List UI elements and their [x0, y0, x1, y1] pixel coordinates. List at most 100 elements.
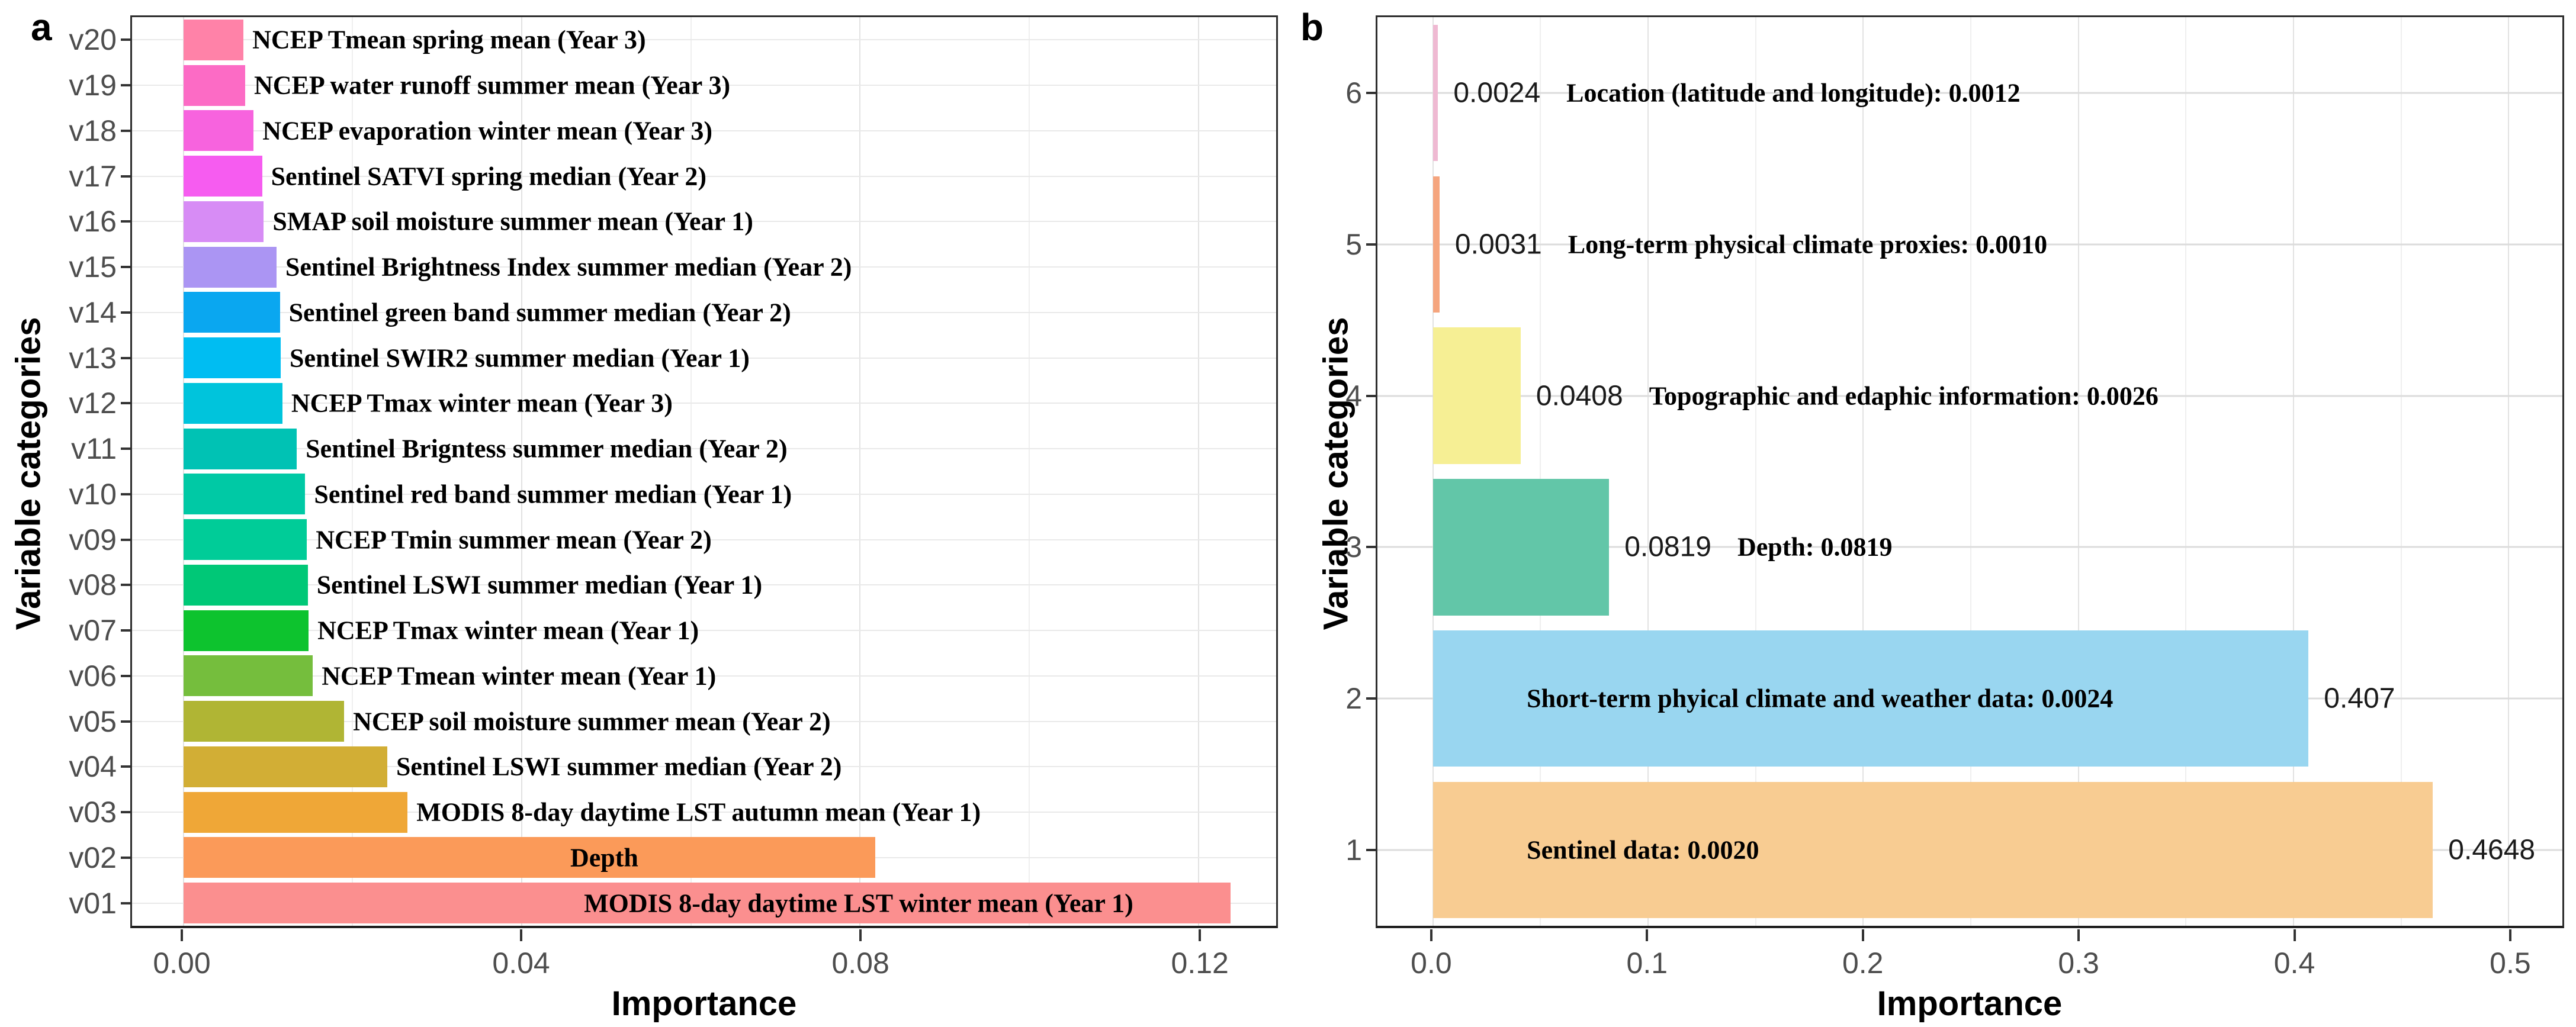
bar-row-v16: v16 SMAP soil moisture summer mean (Year …: [69, 199, 1276, 244]
bar-row-v18: v18 NCEP evaporation winter mean (Year 3): [69, 108, 1276, 154]
bar-annotations: 0.0819 Depth: 0.0819: [1624, 531, 1892, 564]
x-tick-mark: [859, 929, 862, 941]
bar-text-label: NCEP Tmean spring mean (Year 3): [252, 25, 646, 54]
bar-row-1: 1 0.4648 Sentinel data: 0.0020: [1345, 774, 2562, 926]
bar-row-v13: v13 Sentinel SWIR2 summer median (Year 1): [69, 335, 1276, 381]
y-tick-mark: [121, 856, 130, 859]
bar-row-v06: v06 NCEP Tmean winter mean (Year 1): [69, 653, 1276, 699]
y-tick-label: v11: [71, 432, 117, 466]
y-tick-label: v02: [69, 841, 117, 874]
y-tick-label: 1: [1345, 833, 1362, 867]
bar-text-label: NCEP Tmin summer mean (Year 2): [316, 525, 712, 555]
bar-v05: [183, 701, 345, 742]
bar-value-label: 0.0024: [1453, 77, 1541, 109]
x-tick-mark: [1646, 929, 1649, 941]
bar-text-label: Sentinel Brightness Index summer median …: [285, 252, 852, 282]
y-tick-mark: [121, 266, 130, 269]
bar-v07: [183, 610, 309, 651]
bar-annotations: 0.0024 Location (latitude and longitude):…: [1453, 76, 2020, 109]
x-tick-label: 0.1: [1626, 946, 1668, 980]
y-tick-label: v19: [69, 69, 117, 102]
bar-v19: [183, 65, 245, 106]
bar-row-v02: v02 Depth: [69, 835, 1276, 881]
bar-v08: [183, 564, 308, 606]
y-tick-mark: [121, 674, 130, 677]
bar-text-label: Sentinel SATVI spring median (Year 2): [271, 162, 706, 191]
bar-description-label: Long-term physical climate proxies: 0.00…: [1568, 230, 2048, 259]
y-tick-mark: [121, 765, 130, 768]
bar-row-v05: v05 NCEP soil moisture summer mean (Year …: [69, 698, 1276, 744]
y-tick-label: v17: [69, 159, 117, 193]
x-tick-mark: [2293, 929, 2296, 941]
y-tick-mark: [121, 356, 130, 359]
x-tick-label: 0.2: [1842, 946, 1884, 980]
bar-text-label: NCEP Tmean winter mean (Year 1): [322, 661, 717, 691]
bar-row-v19: v19 NCEP water runoff summer mean (Year 3…: [69, 63, 1276, 108]
y-tick-mark: [1366, 546, 1376, 549]
bar-v20: [183, 19, 244, 60]
y-tick-label: v04: [69, 750, 117, 784]
y-tick-mark: [121, 629, 130, 632]
y-tick-mark: [121, 175, 130, 178]
panel-a-bar-rows: v20 NCEP Tmean spring mean (Year 3) v19 NCE…: [69, 17, 1276, 926]
panel-a-plot-area: v20 NCEP Tmean spring mean (Year 3) v19 NCE…: [69, 15, 1278, 928]
y-tick-mark: [121, 492, 130, 495]
bar-text-label: Sentinel green band summer median (Year …: [288, 298, 791, 327]
y-tick-mark: [1366, 394, 1376, 397]
y-tick-label: 6: [1345, 76, 1362, 110]
bar-text-label: Sentinel red band summer median (Year 1): [314, 479, 792, 509]
y-tick-mark: [1366, 91, 1376, 94]
bar-value-label: 0.407: [2324, 682, 2395, 714]
bar-row-v14: v14 Sentinel green band summer median (Ye…: [69, 290, 1276, 336]
bar-5: [1432, 176, 1440, 313]
y-tick-mark: [121, 38, 130, 41]
y-tick-label: v01: [69, 886, 117, 920]
panel-b-plot-area: 6 0.0024 Location (latitude and longitude)…: [1345, 15, 2564, 928]
panel-b-x-axis-title: Importance: [1877, 984, 2063, 1023]
x-tick-label: 0.08: [831, 946, 889, 980]
bar-text-label: NCEP Tmax winter mean (Year 1): [317, 616, 699, 645]
bar-row-v08: v08 Sentinel LSWI summer median (Year 1): [69, 562, 1276, 608]
bar-v02: [183, 837, 875, 878]
bar-text-label: MODIS 8-day daytime LST winter mean (Yea…: [584, 888, 1133, 918]
bar-annotations: 0.0408 Topographic and edaphic informatio…: [1536, 379, 2159, 412]
bar-v11: [183, 428, 297, 469]
y-tick-label: v08: [69, 568, 117, 602]
bar-value-label: 0.0031: [1454, 228, 1542, 260]
y-tick-mark: [1366, 697, 1376, 700]
bar-description-label: Short-term phyical climate and weather d…: [1527, 684, 2114, 713]
bar-row-5: 5 0.0031 Long-term physical climate proxie…: [1345, 169, 2562, 320]
y-tick-label: 5: [1345, 227, 1362, 261]
bar-text-label: NCEP Tmax winter mean (Year 3): [291, 388, 673, 418]
bar-row-v04: v04 Sentinel LSWI summer median (Year 2): [69, 744, 1276, 790]
bar-v10: [183, 474, 306, 515]
bar-text-label: MODIS 8-day daytime LST autumn mean (Yea…: [416, 797, 981, 827]
x-tick-label: 0.5: [2490, 946, 2531, 980]
bar-text-label: Sentinel LSWI summer median (Year 2): [396, 752, 842, 781]
bar-value-label: 0.0819: [1624, 531, 1711, 563]
bar-text-label: Depth: [570, 843, 638, 873]
bar-row-v15: v15 Sentinel Brightness Index summer medi…: [69, 244, 1276, 290]
y-tick-label: v14: [69, 295, 117, 329]
y-tick-label: 2: [1345, 682, 1362, 716]
panel-b-bar-rows: 6 0.0024 Location (latitude and longitude)…: [1345, 17, 2562, 926]
y-tick-label: v18: [69, 114, 117, 147]
panel-a-x-axis-title: Importance: [611, 984, 797, 1023]
bar-row-v01: v01 MODIS 8-day daytime LST winter mean (…: [69, 880, 1276, 926]
y-tick-label: v12: [69, 387, 117, 420]
y-tick-mark: [1366, 243, 1376, 246]
y-tick-label: v15: [69, 250, 117, 284]
y-tick-mark: [121, 311, 130, 314]
x-tick-label: 0.00: [153, 946, 211, 980]
y-tick-mark: [121, 720, 130, 723]
bar-annotations: 0.0031 Long-term physical climate proxies…: [1455, 228, 2047, 260]
y-tick-label: v03: [69, 796, 117, 829]
bar-value-label: 0.0408: [1536, 380, 1623, 412]
y-tick-label: v16: [69, 205, 117, 239]
y-tick-label: v10: [69, 477, 117, 511]
bar-v13: [183, 337, 281, 379]
y-tick-mark: [121, 129, 130, 132]
bar-text-label: NCEP soil moisture summer mean (Year 2): [353, 707, 831, 736]
